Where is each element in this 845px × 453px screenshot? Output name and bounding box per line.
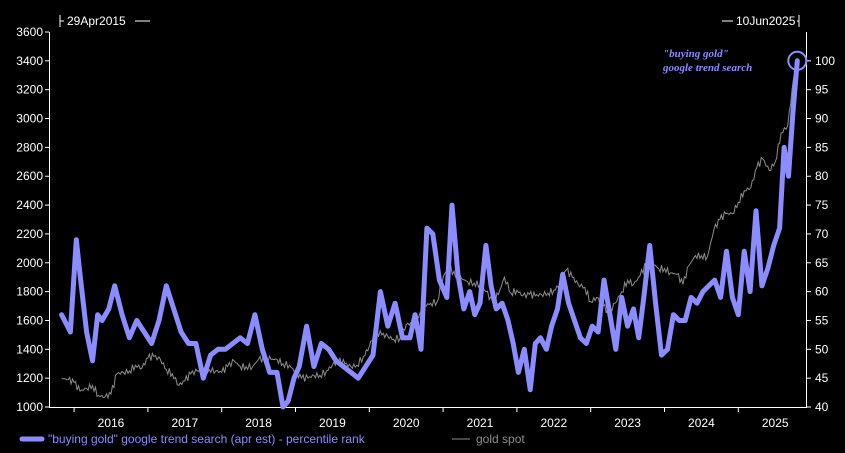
start-date-label: 29Apr2015 bbox=[67, 14, 126, 28]
x-tick-label: 2019 bbox=[319, 416, 346, 430]
right-tick-label: 70 bbox=[815, 227, 829, 241]
left-tick-label: 1200 bbox=[16, 371, 43, 385]
left-tick-label: 2800 bbox=[16, 140, 43, 154]
right-axis-ticks: 40 45 50 55 60 65 70 75 80 85 90 95 100 bbox=[807, 54, 835, 414]
right-tick-label: 55 bbox=[815, 313, 829, 327]
left-tick-label: 3000 bbox=[16, 112, 43, 126]
x-tick-label: 2024 bbox=[688, 416, 715, 430]
right-tick-label: 45 bbox=[815, 371, 829, 385]
annotation-line-2: google trend search bbox=[662, 62, 752, 74]
x-axis-ticks: 2016 2017 2018 2019 2020 2021 2022 2023 2024 2025 bbox=[73, 407, 789, 430]
right-tick-label: 65 bbox=[815, 256, 829, 270]
gold-spot-line bbox=[61, 72, 798, 400]
x-tick-label: 2018 bbox=[245, 416, 272, 430]
right-tick-label: 60 bbox=[815, 285, 829, 299]
legend-trend-label: "buying gold" google trend search (apr e… bbox=[48, 432, 366, 446]
left-tick-label: 2000 bbox=[16, 256, 43, 270]
date-range-start: 29Apr2015 bbox=[59, 13, 150, 29]
legend-gold-label: gold spot bbox=[476, 432, 525, 446]
axes bbox=[49, 32, 807, 408]
left-tick-label: 1600 bbox=[16, 313, 43, 327]
left-tick-label: 2400 bbox=[16, 198, 43, 212]
x-tick-label: 2016 bbox=[98, 416, 125, 430]
right-tick-label: 85 bbox=[815, 140, 829, 154]
x-tick-label: 2022 bbox=[540, 416, 567, 430]
date-range-end: 10Jun2025 bbox=[722, 13, 800, 29]
trend-search-line bbox=[59, 58, 800, 410]
peak-highlight-circle bbox=[787, 50, 808, 71]
x-tick-label: 2025 bbox=[762, 416, 789, 430]
right-tick-label: 80 bbox=[815, 169, 829, 183]
left-tick-label: 1000 bbox=[16, 400, 43, 414]
right-tick-label: 90 bbox=[815, 112, 829, 126]
left-tick-label: 3200 bbox=[16, 83, 43, 97]
annotation-line-1: "buying gold" bbox=[663, 48, 729, 60]
x-tick-label: 2023 bbox=[614, 416, 641, 430]
left-axis-ticks: 1000 1200 1400 1600 1800 2000 2200 2400 2600 2800… bbox=[16, 25, 49, 414]
left-tick-label: 3400 bbox=[16, 54, 43, 68]
x-tick-label: 2020 bbox=[393, 416, 420, 430]
right-tick-label: 40 bbox=[815, 400, 829, 414]
left-tick-label: 1800 bbox=[16, 285, 43, 299]
left-tick-label: 3600 bbox=[16, 25, 43, 39]
right-tick-label: 75 bbox=[815, 198, 829, 212]
left-tick-label: 2200 bbox=[16, 227, 43, 241]
x-tick-label: 2017 bbox=[171, 416, 198, 430]
x-tick-label: 2021 bbox=[467, 416, 494, 430]
left-tick-label: 1400 bbox=[16, 342, 43, 356]
left-tick-label: 2600 bbox=[16, 169, 43, 183]
right-tick-label: 95 bbox=[815, 83, 829, 97]
end-date-label: 10Jun2025 bbox=[736, 14, 796, 28]
right-tick-label: 50 bbox=[815, 342, 829, 356]
right-tick-label: 100 bbox=[815, 54, 835, 68]
legend: "buying gold" google trend search (apr e… bbox=[19, 432, 525, 446]
